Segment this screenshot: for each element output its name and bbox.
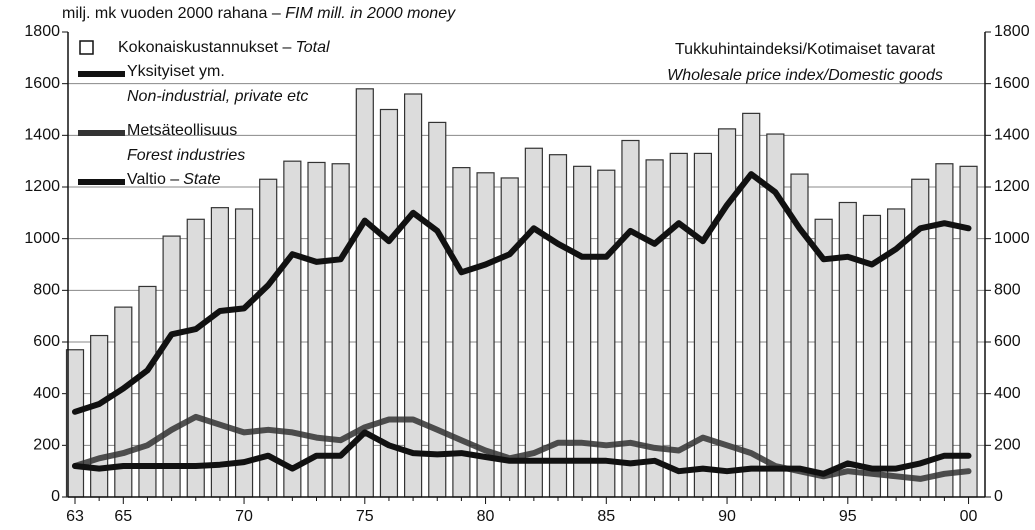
bar bbox=[259, 178, 278, 498]
x-tick-label: 70 bbox=[235, 508, 253, 525]
x-tick-label: 75 bbox=[356, 508, 374, 525]
bar bbox=[959, 165, 978, 498]
chart-title: milj. mk vuoden 2000 rahana – FIM mill. … bbox=[62, 5, 456, 22]
y2-tick-label: 400 bbox=[994, 385, 1021, 402]
bar bbox=[500, 177, 519, 498]
y2-tick-label: 1400 bbox=[994, 127, 1030, 144]
y2-tick-label: 800 bbox=[994, 282, 1021, 299]
bar bbox=[428, 121, 447, 498]
y2-tick-label: 1000 bbox=[994, 230, 1030, 247]
legend-swatch bbox=[79, 40, 94, 55]
bar bbox=[234, 208, 254, 498]
legend-label: Valtio – State bbox=[127, 171, 221, 188]
x-tick-label: 85 bbox=[597, 508, 615, 525]
y2-tick-label: 1600 bbox=[994, 75, 1030, 92]
y-tick-label: 1800 bbox=[24, 23, 60, 40]
y-tick-label: 0 bbox=[51, 488, 60, 505]
y-tick-label: 400 bbox=[33, 385, 60, 402]
x-tick-label: 90 bbox=[718, 508, 736, 525]
y-tick-label: 800 bbox=[33, 282, 60, 299]
x-tick-label: 95 bbox=[839, 508, 857, 525]
y-tick-label: 600 bbox=[33, 333, 60, 350]
bar bbox=[90, 334, 109, 498]
y-tick-label: 1600 bbox=[24, 75, 60, 92]
title-en: FIM mill. in 2000 money bbox=[285, 5, 456, 22]
x-tick-label: 00 bbox=[960, 508, 978, 525]
legend-name: Kokonaiskustannukset – bbox=[118, 39, 292, 56]
y-tick-label: 1000 bbox=[24, 230, 60, 247]
legend-label: Kokonaiskustannukset – Total bbox=[118, 39, 330, 56]
y2-tick-label: 1200 bbox=[994, 178, 1030, 195]
note: Tukkuhintaindeksi/Kotimaiset tavarat bbox=[675, 41, 936, 58]
y-tick-label: 1400 bbox=[24, 127, 60, 144]
bar bbox=[307, 161, 326, 498]
bar bbox=[838, 201, 857, 498]
bar bbox=[404, 93, 423, 498]
y2-tick-label: 1800 bbox=[994, 23, 1030, 40]
bar bbox=[524, 147, 543, 498]
line-series bbox=[72, 429, 972, 477]
legend-name-en: Total bbox=[295, 39, 330, 56]
line-series bbox=[72, 171, 972, 415]
y-tick-label: 200 bbox=[33, 437, 60, 454]
legend-label: Yksityiset ym. bbox=[127, 63, 225, 80]
legend-label-en: Forest industries bbox=[127, 147, 245, 164]
bar bbox=[742, 112, 761, 498]
legend-label-en: Non-industrial, private etc bbox=[127, 88, 308, 105]
bar bbox=[65, 349, 85, 498]
bar bbox=[935, 163, 954, 498]
bar bbox=[283, 160, 302, 498]
x-tick-label: 65 bbox=[114, 508, 132, 525]
x-tick-label: 80 bbox=[477, 508, 495, 525]
legend-label: Metsäteollisuus bbox=[127, 122, 237, 139]
y-tick-label: 1200 bbox=[24, 178, 60, 195]
legend-name-en: State bbox=[183, 171, 220, 188]
y2-tick-label: 0 bbox=[994, 488, 1003, 505]
note-en: Wholesale price index/Domestic goods bbox=[667, 67, 943, 84]
bar bbox=[452, 167, 471, 498]
bar bbox=[573, 165, 592, 498]
x-tick-label: 63 bbox=[66, 508, 84, 525]
bar bbox=[210, 207, 229, 498]
bar bbox=[162, 235, 181, 498]
bar bbox=[186, 218, 205, 498]
y2-tick-label: 200 bbox=[994, 437, 1021, 454]
legend-name: Valtio – bbox=[127, 171, 179, 188]
y2-tick-label: 600 bbox=[994, 333, 1021, 350]
title-fi: milj. mk vuoden 2000 rahana – bbox=[62, 5, 281, 22]
bar bbox=[693, 152, 713, 498]
